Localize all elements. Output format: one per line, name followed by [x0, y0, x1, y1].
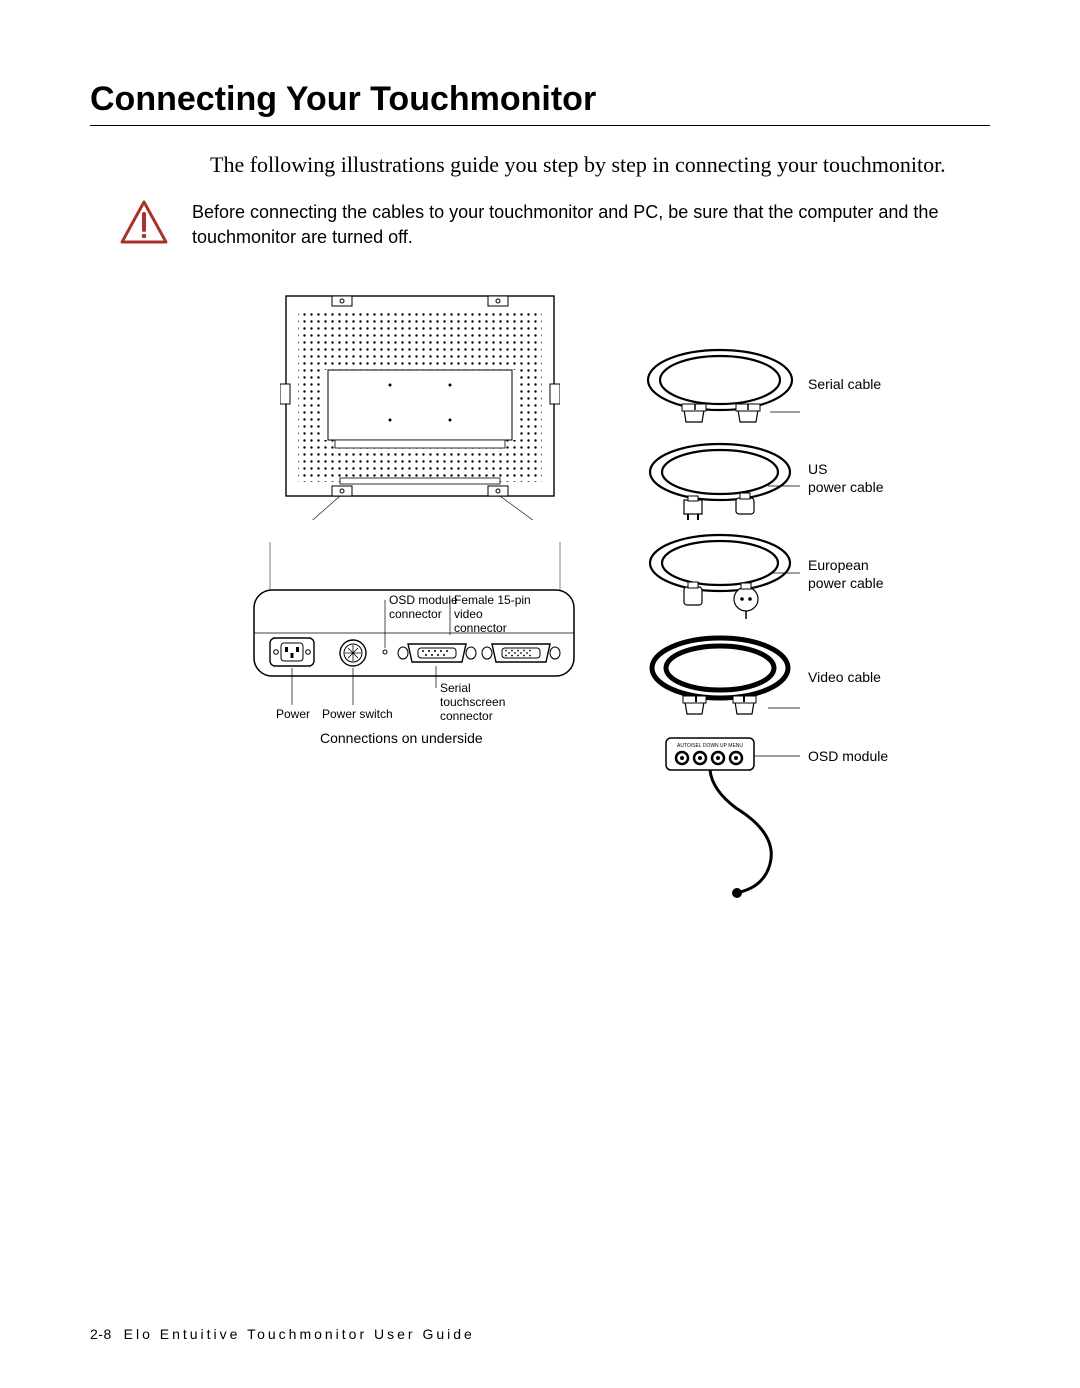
svg-text:AUTO/SEL DOWN UP MENU: AUTO/SEL DOWN UP MENU: [677, 743, 743, 749]
cable-label-us: US power cable: [808, 461, 884, 496]
label-power-switch: Power switch: [322, 708, 393, 722]
warning-text: Before connecting the cables to your tou…: [192, 200, 990, 250]
connector-panel: OSD module connector Female 15-pin video…: [250, 540, 580, 735]
connections-caption: Connections on underside: [320, 730, 483, 746]
cables-column: Serial cable: [640, 340, 888, 910]
diagram-area: OSD module connector Female 15-pin video…: [210, 290, 990, 970]
cable-label-osd: OSD module: [808, 748, 888, 766]
cable-eu-power: European power cable: [640, 527, 888, 622]
label-video-connector: Female 15-pin video connector: [454, 594, 531, 635]
cable-label-serial: Serial cable: [808, 376, 881, 394]
cable-label-eu: European power cable: [808, 557, 884, 592]
page-root: Connecting Your Touchmonitor The followi…: [0, 0, 1080, 1388]
intro-text: The following illustrations guide you st…: [210, 150, 980, 180]
cable-label-video: Video cable: [808, 669, 881, 687]
cable-video: Video cable: [640, 628, 888, 728]
cable-us-power: US power cable: [640, 436, 888, 521]
page-title: Connecting Your Touchmonitor: [90, 80, 990, 126]
page-footer: 2-8 Elo Entuitive Touchmonitor User Guid…: [90, 1326, 475, 1342]
warning-block: Before connecting the cables to your tou…: [90, 200, 990, 250]
footer-guide-title: Elo Entuitive Touchmonitor User Guide: [124, 1326, 475, 1342]
footer-page-number: 2-8: [90, 1326, 112, 1342]
cable-serial: Serial cable: [640, 340, 888, 430]
label-osd-connector: OSD module connector: [389, 594, 458, 622]
cable-osd-module: AUTO/SEL DOWN UP MENU OSD module: [640, 734, 888, 904]
label-power: Power: [276, 708, 310, 722]
label-serial-connector: Serial touchscreen connector: [440, 682, 505, 723]
warning-icon: [120, 200, 168, 249]
monitor-back-illustration: [280, 290, 560, 525]
